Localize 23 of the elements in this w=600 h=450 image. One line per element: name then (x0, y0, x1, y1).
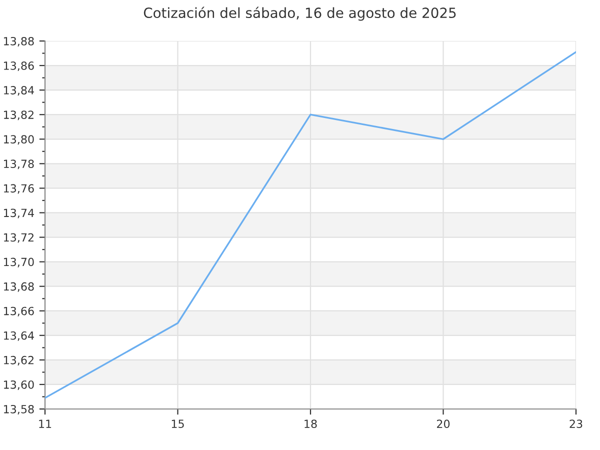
y-tick-label: 13,80 (4, 135, 34, 145)
y-tick-label: 13,70 (4, 258, 34, 268)
y-tick-label: 13,58 (4, 404, 34, 415)
x-tick-label: 18 (304, 420, 317, 428)
x-tick-label: 20 (436, 420, 450, 428)
y-tick-label: 13,60 (4, 380, 34, 390)
y-tick-label: 13,66 (4, 306, 34, 316)
line-series (45, 51, 576, 399)
y-tick-label: 13,74 (4, 208, 34, 218)
y-tick-label: 13,64 (4, 331, 34, 341)
y-tick-label: 13,78 (4, 160, 34, 170)
chart-title: Cotización del sábado, 16 de agosto de 2025 (144, 6, 456, 21)
y-tick-label: 13,88 (4, 36, 34, 47)
y-tick-label: 13,82 (4, 110, 34, 120)
y-tick-label: 13,68 (4, 282, 34, 292)
x-tick-label: 11 (39, 420, 52, 428)
y-tick-label: 13,72 (4, 233, 34, 243)
y-tick-label: 13,76 (4, 184, 34, 194)
y-tick-label: 13,86 (4, 62, 34, 72)
x-tick-label: 23 (570, 420, 582, 428)
y-tick-label: 13,62 (4, 356, 34, 366)
x-tick-label: 15 (172, 420, 184, 428)
y-tick-label: 13,84 (4, 86, 34, 96)
